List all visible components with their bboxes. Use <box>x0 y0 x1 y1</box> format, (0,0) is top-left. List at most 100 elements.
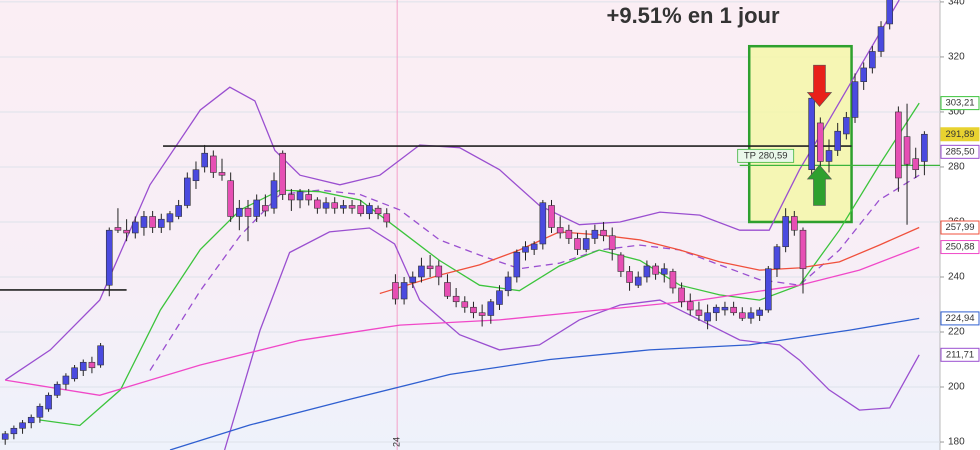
price-tag <box>940 144 980 159</box>
candle-body <box>88 361 96 369</box>
candle-body <box>817 122 824 162</box>
candle-body <box>895 111 902 179</box>
candle-body <box>678 287 685 303</box>
candle-body <box>851 81 859 118</box>
candle-body <box>591 229 599 239</box>
candle-body <box>131 221 139 234</box>
candle-body <box>695 309 703 316</box>
candle-body <box>496 290 503 305</box>
candle-body <box>608 235 616 250</box>
candle-body <box>296 191 304 201</box>
y-tick-label: 240 <box>948 272 965 283</box>
candle-body <box>522 246 529 253</box>
signal-arrow <box>806 64 833 107</box>
candle-body <box>730 306 737 314</box>
candle-body <box>322 202 330 209</box>
candle-body <box>288 194 295 201</box>
candle-body <box>262 205 269 212</box>
candle-body <box>791 216 798 231</box>
candle-body <box>79 361 87 371</box>
axis: 180200220240260280300320340303,21291,892… <box>940 0 980 448</box>
candle-body <box>669 271 677 289</box>
candle-body <box>426 265 434 270</box>
candle-body <box>62 375 70 385</box>
candle-body <box>652 265 659 275</box>
price-tag <box>940 127 980 142</box>
price-tag-label: 257,99 <box>945 222 974 233</box>
candle-body <box>513 251 521 278</box>
candle-body <box>27 416 35 424</box>
candle-body <box>444 282 451 297</box>
candle-body <box>105 229 113 286</box>
candle-body <box>921 133 928 162</box>
candle-body <box>565 229 573 239</box>
candle-body <box>400 282 408 300</box>
candle-body <box>617 254 625 272</box>
candle-body <box>686 301 694 311</box>
price-tag-label: 303,21 <box>945 98 974 109</box>
candle-body <box>201 152 208 168</box>
candle-body <box>10 427 18 435</box>
y-tick-label: 320 <box>948 52 965 63</box>
candle-body <box>184 177 191 206</box>
candle-body <box>166 213 174 223</box>
candle-body <box>704 312 711 322</box>
candle-body <box>97 345 104 366</box>
candle-body <box>738 312 746 319</box>
candle-body <box>877 26 885 52</box>
candle-body <box>366 205 373 215</box>
indicator-line <box>39 102 920 427</box>
y-tick-label: 180 <box>948 437 965 448</box>
candle-body <box>504 276 512 292</box>
candle-body <box>45 394 52 410</box>
price-tag <box>940 220 980 235</box>
indicator-line <box>5 246 920 396</box>
candle-body <box>747 312 755 319</box>
candle-body <box>270 180 278 209</box>
y-tick-label: 220 <box>948 327 965 338</box>
price-tag-label: 285,50 <box>945 146 974 157</box>
candle-body <box>383 213 391 223</box>
candle-body <box>470 306 477 314</box>
candle-body <box>236 207 243 217</box>
candle-body <box>903 136 911 165</box>
indicator-line <box>223 227 920 450</box>
y-tick-label: 200 <box>948 382 965 393</box>
candle-body <box>556 227 564 234</box>
candle-body <box>660 268 668 275</box>
candle-body <box>721 306 729 311</box>
candle-body <box>712 306 720 314</box>
price-tag-label: 211,71 <box>946 349 974 360</box>
candle-body <box>140 216 148 228</box>
tp-label: TP 280,59 <box>744 150 788 161</box>
signal-arrow <box>806 164 833 206</box>
candle-body <box>253 199 260 217</box>
candle-body <box>409 276 417 283</box>
candle-body <box>210 155 217 173</box>
indicator-line <box>169 317 920 450</box>
candle-body <box>548 205 555 228</box>
candle-body <box>19 422 26 429</box>
y-tick-label: 280 <box>948 162 965 173</box>
candle-body <box>305 194 313 201</box>
candle-body <box>886 0 894 25</box>
candle-body <box>860 67 867 82</box>
price-tag-label: 291,89 <box>945 129 974 140</box>
candle-body <box>1 433 9 440</box>
candle-body <box>530 243 538 250</box>
candle-body <box>487 301 495 316</box>
candle-body <box>825 150 833 162</box>
candle-body <box>123 229 130 234</box>
candle-body <box>773 246 781 270</box>
tp-label-box <box>737 148 795 163</box>
candle-body <box>192 169 200 182</box>
candle-body <box>574 238 581 250</box>
candle-body <box>218 172 226 176</box>
candle-body <box>392 282 399 300</box>
candle-body <box>149 216 156 228</box>
candle-body <box>340 205 347 209</box>
candle-body <box>157 218 165 228</box>
candle-body <box>461 301 469 308</box>
candle-body <box>374 207 382 215</box>
